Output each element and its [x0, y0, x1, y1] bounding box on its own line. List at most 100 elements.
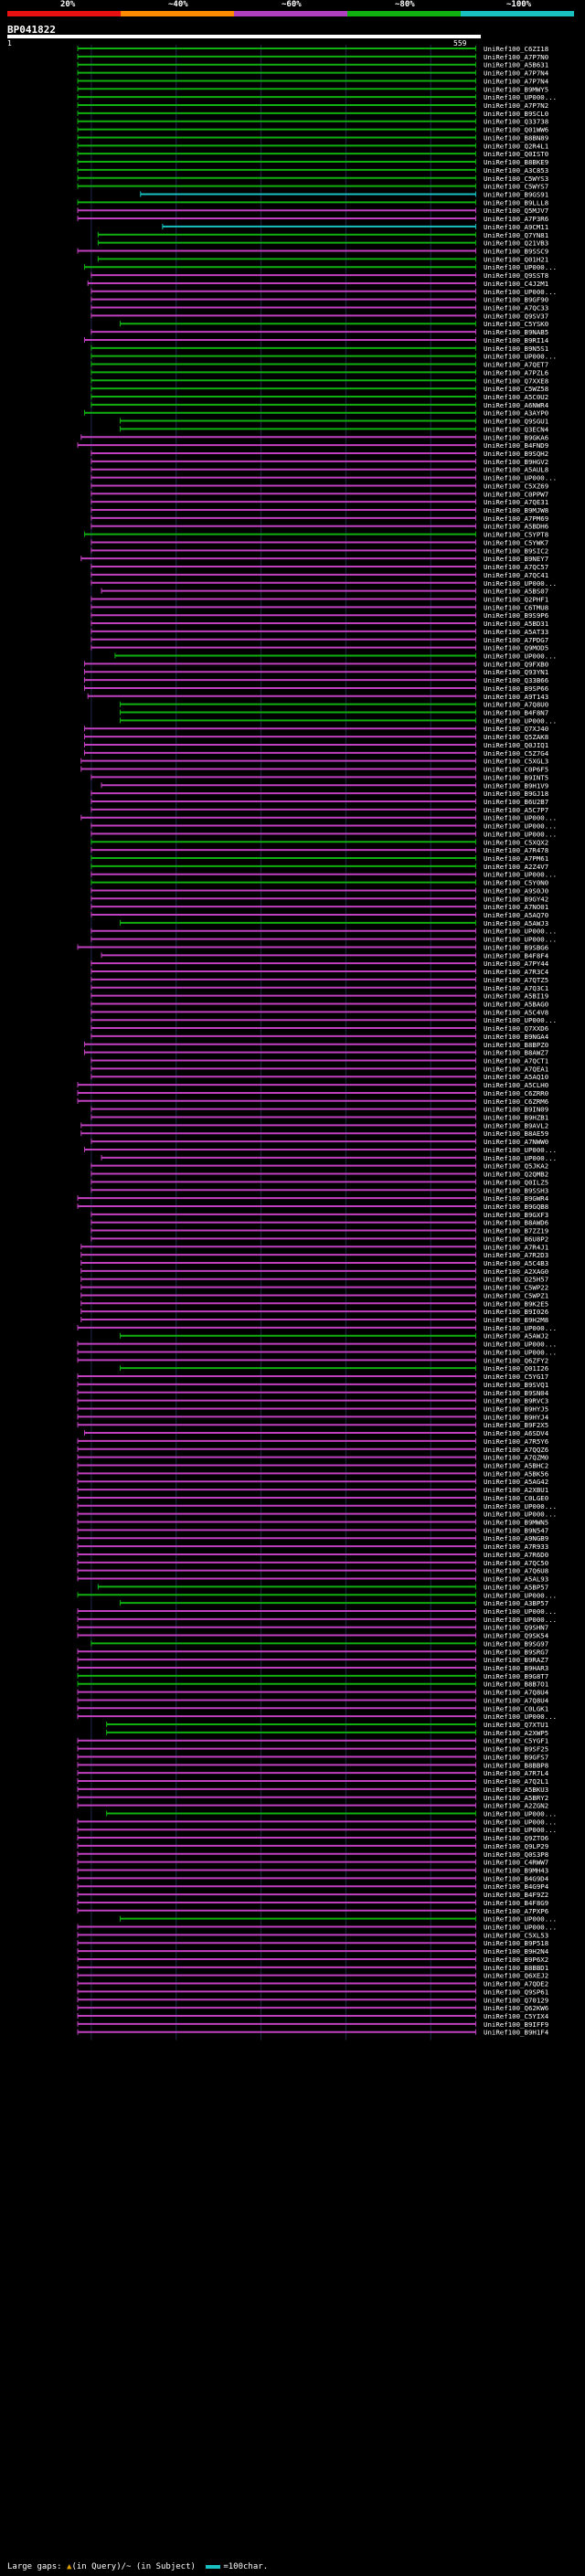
hit-row: UniRef100_B9MH43	[77, 1867, 548, 1875]
hit-label: UniRef100_Q9SGU1	[484, 418, 548, 426]
hit-row: UniRef100_Q9SK54	[77, 1632, 549, 1640]
hit-row: UniRef100_UP000...	[90, 928, 557, 936]
hit-row: UniRef100_A7QDE2	[77, 1980, 548, 1988]
hit-label: UniRef100_A5AQ70	[484, 911, 548, 919]
hit-label: UniRef100_A7QET7	[484, 361, 548, 369]
hit-row: UniRef100_Q9LP29	[77, 1842, 548, 1850]
hit-label: UniRef100_B9IFF9	[484, 2020, 548, 2029]
hit-row: UniRef100_Q9SP61	[77, 1988, 548, 1996]
hit-row: UniRef100_UP000...	[77, 1712, 557, 1721]
hit-row: UniRef100_A7R6D0	[77, 1551, 548, 1559]
hit-row: UniRef100_A7QC33	[90, 304, 548, 313]
hit-row: UniRef100_B9GWR4	[77, 1194, 549, 1203]
hit-row: UniRef100_UP000...	[90, 1016, 557, 1024]
hit-row: UniRef100_A2Z4V7	[90, 863, 548, 871]
scale-text: =100char.	[223, 2562, 269, 2571]
hit-label: UniRef100_UP000...	[484, 1924, 557, 1932]
hit-label: UniRef100_A2XAG0	[484, 1267, 548, 1276]
hit-row: UniRef100_A5BD31	[90, 620, 548, 628]
hit-label: UniRef100_UP000...	[484, 716, 557, 725]
hit-label: UniRef100_UP000...	[484, 288, 557, 296]
hit-row: UniRef100_A7Q8U4	[77, 1696, 549, 1704]
hit-row: UniRef100_Q9SGU1	[119, 418, 548, 426]
hit-label: UniRef100_A7PY44	[484, 959, 549, 968]
hit-label: UniRef100_C6TMU8	[484, 603, 548, 611]
hit-label: UniRef100_A3AYP0	[484, 409, 548, 418]
hit-row: UniRef100_A5BK56	[77, 1469, 548, 1478]
hit-row: UniRef100_C6ZRR0	[77, 1089, 548, 1097]
hit-label: UniRef100_B9SP66	[484, 684, 548, 693]
hit-row: UniRef100_A5C4B3	[80, 1259, 548, 1267]
hit-row: UniRef100_B9SIC2	[90, 546, 548, 555]
hit-row: UniRef100_B9SVQ1	[77, 1381, 548, 1389]
hit-row: UniRef100_A7P7N4	[77, 77, 549, 85]
hit-row: UniRef100_A5AWJ3	[119, 919, 548, 928]
hit-row: UniRef100_UP000...	[77, 1341, 557, 1349]
hit-label: UniRef100_UP000...	[484, 1154, 557, 1162]
hit-row: UniRef100_A5AUL8	[90, 466, 548, 474]
hit-row: UniRef100_B8AWZ7	[83, 1049, 548, 1057]
hit-row: UniRef100_Q21VB3	[97, 239, 548, 248]
hit-row: UniRef100_B6U2B7	[90, 798, 548, 806]
hit-row: UniRef100_UP000...	[90, 474, 557, 482]
hit-label: UniRef100_C4J2M1	[484, 280, 548, 288]
hit-row: UniRef100_UP000...	[90, 353, 557, 361]
hit-label: UniRef100_B9F2X5	[484, 1421, 548, 1429]
hit-row: UniRef100_B9SP66	[83, 684, 548, 693]
hit-label: UniRef100_A7R2D3	[484, 1251, 548, 1259]
hit-row: UniRef100_B9GFS7	[77, 1753, 548, 1761]
hit-label: UniRef100_Q6XEJ2	[484, 1972, 548, 1980]
hit-label: UniRef100_Q21VB3	[484, 239, 548, 248]
hit-label: UniRef100_B9MWN5	[484, 1519, 548, 1527]
hit-label: UniRef100_UP000...	[484, 1146, 557, 1154]
hit-label: UniRef100_Q9ZTO6	[484, 1834, 548, 1842]
hit-row: UniRef100_Q3ECN4	[119, 425, 549, 433]
hit-label: UniRef100_Q9SK54	[484, 1632, 549, 1640]
hit-label: UniRef100_C5YIX4	[484, 2012, 549, 2020]
hit-label: UniRef100_B9SQH2	[484, 450, 548, 458]
hit-label: UniRef100_Q01H21	[484, 255, 548, 263]
hit-label: UniRef100_B9NAB5	[484, 328, 548, 336]
hit-label: UniRef100_C5WZ58	[484, 385, 548, 393]
hit-label: UniRef100_B9N547	[484, 1526, 548, 1534]
hit-label: UniRef100_UP000...	[484, 822, 557, 831]
hit-row: UniRef100_A2ZGN2	[77, 1802, 548, 1810]
hit-label: UniRef100_UP000...	[484, 830, 557, 838]
hit-row: UniRef100_A3AYP0	[83, 409, 548, 418]
hit-label: UniRef100_B4F8N7	[484, 709, 548, 717]
hit-row: UniRef100_A7P7N4	[77, 69, 549, 78]
hit-row: UniRef100_A5C4V8	[90, 1008, 548, 1016]
hit-label: UniRef100_B9NEY7	[484, 555, 548, 563]
legend-seg-100	[461, 11, 574, 16]
hit-label: UniRef100_B9H2N4	[484, 1947, 549, 1956]
hit-row: UniRef100_A7QET7	[90, 361, 548, 369]
legend-seg-80	[347, 11, 461, 16]
hit-row: UniRef100_A5BHC2	[77, 1462, 548, 1470]
hit-row: UniRef100_A5AT33	[90, 628, 548, 636]
hit-row: UniRef100_UP000...	[77, 1502, 557, 1511]
hit-row: UniRef100_Q7XTU1	[106, 1721, 548, 1729]
hit-row: UniRef100_A2XBU1	[77, 1486, 548, 1494]
hit-label: UniRef100_A2XBU1	[484, 1486, 548, 1494]
hit-row: UniRef100_B8BN89	[77, 133, 548, 142]
hit-row: UniRef100_A7QQZ6	[77, 1446, 548, 1454]
hit-label: UniRef100_UP000...	[484, 1607, 557, 1616]
hit-label: UniRef100_B8BN89	[484, 133, 548, 142]
hit-label: UniRef100_A7Q2L1	[484, 1777, 548, 1786]
scale-start: 1	[7, 39, 12, 48]
hit-row: UniRef100_B9H2M8	[80, 1316, 548, 1324]
hit-row: UniRef100_Q7YN81	[97, 231, 548, 239]
hit-label: UniRef100_A7QCT1	[484, 1057, 548, 1065]
hit-row: UniRef100_C5YWK7	[90, 538, 548, 546]
hit-label: UniRef100_A9S0J0	[484, 886, 548, 895]
hit-label: UniRef100_A5BRY2	[484, 1794, 548, 1802]
hit-row: UniRef100_Q62KW6	[77, 2004, 548, 2012]
hit-label: UniRef100_A7NWW0	[484, 1138, 548, 1146]
hit-row: UniRef100_UP000...	[114, 652, 557, 661]
hit-row: UniRef100_UP000...	[83, 1146, 557, 1154]
hit-row: UniRef100_B9HGV2	[90, 458, 548, 466]
hit-row: UniRef100_C5WP22	[80, 1284, 548, 1292]
hit-row: UniRef100_A7Q8U0	[119, 701, 548, 709]
hit-row: UniRef100_Q2QMB2	[90, 1171, 548, 1179]
hit-row: UniRef100_B4G9D4	[77, 1874, 549, 1882]
